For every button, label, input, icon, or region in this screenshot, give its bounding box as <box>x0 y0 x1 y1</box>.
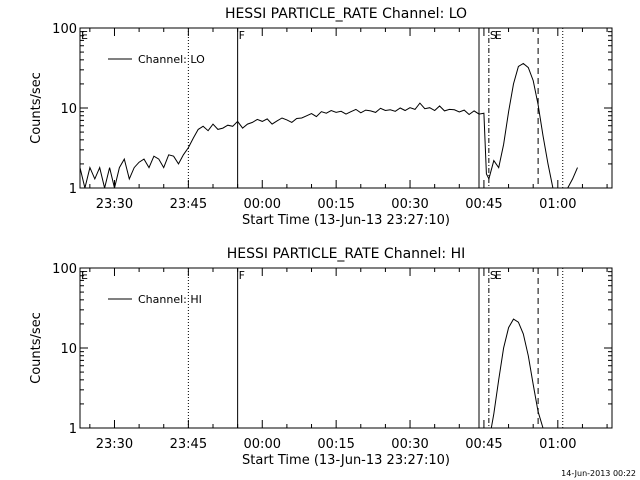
event-marker-label: E <box>81 29 88 42</box>
series-line <box>79 62 578 189</box>
chart-title: HESSI PARTICLE_RATE Channel: HI <box>227 246 465 262</box>
x-tick-label: 23:45 <box>170 437 207 452</box>
legend-label: Channel: LO <box>138 53 205 66</box>
x-tick-label: 23:30 <box>96 437 133 452</box>
x-axis-label: Start Time (13-Jun-13 23:27:10) <box>242 453 450 468</box>
y-tick-label: 10 <box>60 342 77 357</box>
y-axis-label: Counts/sec <box>29 72 44 144</box>
series-line <box>490 318 544 429</box>
event-marker-label: S <box>490 269 497 282</box>
legend-label: Channel: HI <box>138 293 202 306</box>
x-tick-label: 00:15 <box>317 197 354 212</box>
x-tick-label: 23:30 <box>96 197 133 212</box>
event-marker-label: E <box>81 269 88 282</box>
x-axis-label: Start Time (13-Jun-13 23:27:10) <box>242 213 450 228</box>
x-tick-label: 00:45 <box>465 437 502 452</box>
x-tick-label: 00:00 <box>244 197 281 212</box>
y-tick-label: 100 <box>52 262 77 277</box>
event-marker-label: F <box>239 29 245 42</box>
lo-channel-panel: HESSI PARTICLE_RATE Channel: LO 1 10 100 23:… <box>29 6 613 228</box>
hi-channel-panel: HESSI PARTICLE_RATE Channel: HI 1 10 100 23:… <box>29 246 613 468</box>
x-tick-label: 00:30 <box>391 437 428 452</box>
footer-timestamp: 14-Jun-2013 00:22 <box>561 469 636 478</box>
event-marker-label: E <box>495 269 502 282</box>
y-tick-label: 1 <box>69 422 77 437</box>
x-tick-label: 00:15 <box>317 437 354 452</box>
chart-title: HESSI PARTICLE_RATE Channel: LO <box>225 6 467 22</box>
x-tick-label: 01:00 <box>539 197 576 212</box>
y-tick-label: 10 <box>60 102 77 117</box>
y-axis-label: Counts/sec <box>29 312 44 384</box>
event-marker-label: E <box>495 29 502 42</box>
x-tick-label: 23:45 <box>170 197 207 212</box>
event-marker-label: S <box>490 29 497 42</box>
x-tick-label: 00:30 <box>391 197 428 212</box>
x-tick-label: 00:00 <box>244 437 281 452</box>
y-tick-label: 1 <box>69 182 77 197</box>
event-marker-label: F <box>239 269 245 282</box>
x-tick-label: 00:45 <box>465 197 502 212</box>
y-tick-label: 100 <box>52 22 77 37</box>
x-tick-label: 01:00 <box>539 437 576 452</box>
